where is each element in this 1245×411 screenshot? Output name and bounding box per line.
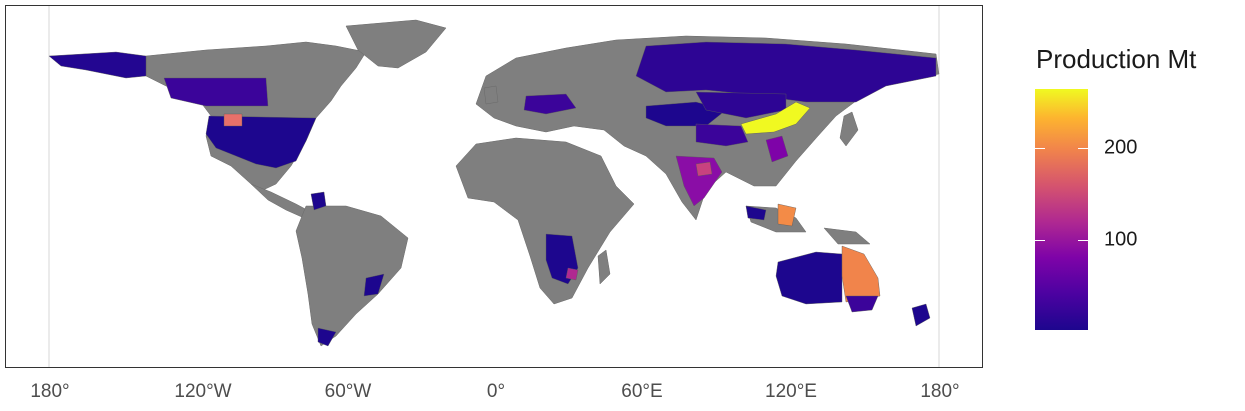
landmass-greenland [345, 19, 447, 69]
legend-label-100: 100 [1104, 228, 1138, 251]
region-russia [635, 41, 937, 103]
landmass-africa [455, 137, 635, 305]
landmass-madagascar [597, 249, 611, 285]
landmass-japan [839, 111, 859, 147]
region-malaysia [745, 205, 767, 221]
region-wyoming [223, 113, 243, 127]
region-canada-west [163, 77, 269, 107]
x-tick-label: 120°E [765, 381, 817, 402]
legend-tick-200 [1035, 148, 1088, 149]
legend-colorbar [1035, 89, 1088, 330]
landmass-new-guinea [823, 227, 871, 245]
region-china-north [695, 123, 749, 147]
region-mpumalanga [565, 267, 579, 281]
region-europe [523, 93, 577, 115]
landmass-north-america [145, 41, 367, 192]
legend-label-200: 200 [1104, 136, 1138, 159]
region-jharkhand [695, 161, 713, 177]
producing-regions [48, 41, 937, 347]
region-usa [205, 115, 317, 169]
region-kalimantan [777, 203, 797, 227]
region-alaska [48, 51, 147, 79]
region-brazil-south [363, 273, 385, 297]
x-tick-label: 60°W [324, 381, 372, 402]
region-new-zealand [911, 303, 931, 327]
legend-tick-100 [1035, 240, 1088, 241]
region-nsw [845, 295, 879, 313]
legend-title: Production Mt [1036, 44, 1197, 74]
region-shanxi [765, 135, 789, 163]
landmass-central-america [250, 183, 312, 219]
x-tick-label: 120°W [174, 381, 232, 402]
landmass-uk [483, 85, 499, 105]
x-tick-label: 60°E [621, 381, 663, 402]
region-argentina-south [317, 327, 337, 347]
region-inner-mongolia [740, 101, 811, 135]
world-map [48, 6, 940, 367]
region-australia-west [775, 251, 843, 305]
x-tick-label: 0° [486, 381, 506, 402]
x-tick-label: 180° [30, 381, 70, 402]
region-colombia [310, 191, 327, 211]
x-tick-label: 180° [920, 381, 960, 402]
region-mongolia [695, 91, 787, 119]
landmass-south-america [295, 205, 409, 347]
map-panel [5, 5, 983, 368]
region-queensland [841, 245, 881, 303]
